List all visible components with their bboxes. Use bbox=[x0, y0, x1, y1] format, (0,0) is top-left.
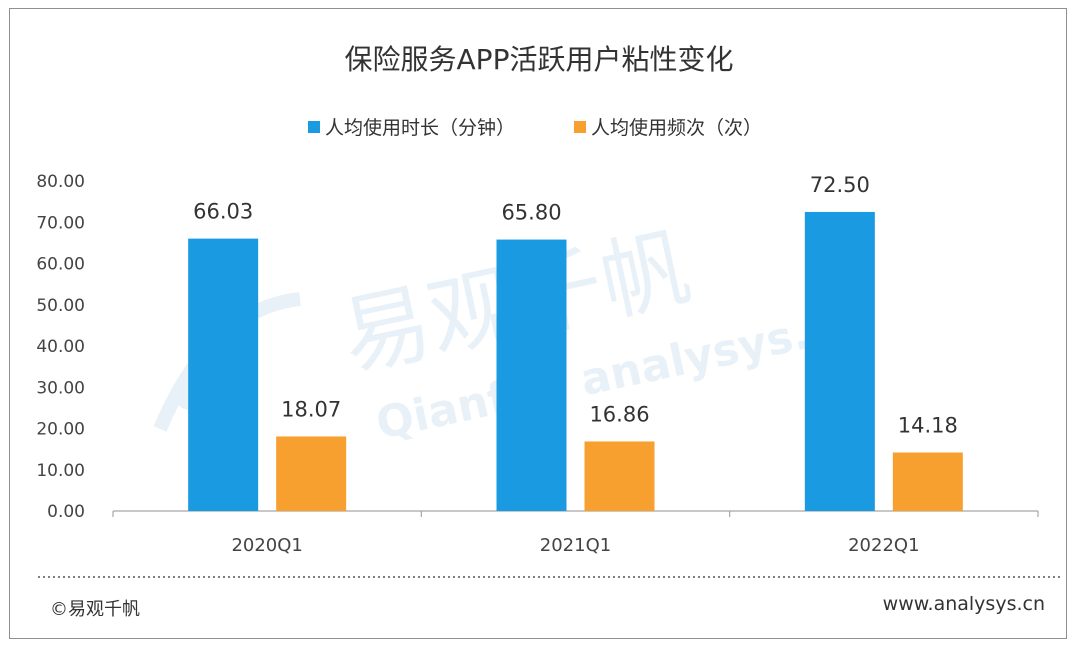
data-label: 18.07 bbox=[281, 397, 341, 421]
data-label: 16.86 bbox=[589, 402, 649, 426]
x-tick-label: 2021Q1 bbox=[540, 535, 611, 556]
chart-title: 保险服务APP活跃用户粘性变化 bbox=[345, 43, 734, 76]
footer-copyright: ©易观千帆 bbox=[50, 599, 140, 620]
y-tick-label: 20.00 bbox=[36, 420, 85, 440]
y-tick-label: 10.00 bbox=[36, 461, 85, 481]
x-tick-label: 2020Q1 bbox=[231, 535, 302, 556]
bar-1-2020Q1 bbox=[188, 238, 259, 511]
data-label: 14.18 bbox=[898, 414, 958, 438]
x-axis: 2020Q1 2021Q1 2022Q1 bbox=[112, 510, 1039, 556]
bar-2-2021Q1 bbox=[584, 441, 655, 511]
data-label: 72.50 bbox=[810, 173, 870, 197]
y-tick-label: 60.00 bbox=[36, 255, 85, 275]
y-tick-label: 40.00 bbox=[36, 337, 85, 357]
data-label: 65.80 bbox=[501, 201, 561, 225]
legend-label-1: 人均使用时长（分钟） bbox=[325, 117, 515, 139]
bar-1-2021Q1 bbox=[496, 239, 567, 511]
chart-svg: 易观千帆 Qianfan analysys.cn 保险服务APP活跃用户粘性变化… bbox=[36, 43, 1060, 620]
y-tick-label: 50.00 bbox=[36, 296, 85, 316]
bar-1-2022Q1 bbox=[804, 211, 875, 511]
legend-label-2: 人均使用频次（次） bbox=[591, 117, 762, 139]
footer-website: www.analysys.cn bbox=[883, 593, 1045, 615]
y-tick-label: 80.00 bbox=[36, 172, 85, 192]
y-tick-label: 30.00 bbox=[36, 378, 85, 398]
chart-card: 易观千帆 Qianfan analysys.cn 保险服务APP活跃用户粘性变化… bbox=[9, 8, 1067, 639]
x-tick-label: 2022Q1 bbox=[848, 535, 919, 556]
legend-swatch-2 bbox=[574, 121, 586, 133]
bar-2-2020Q1 bbox=[276, 436, 347, 511]
legend: 人均使用时长（分钟） 人均使用频次（次） bbox=[308, 117, 762, 139]
bar-2-2022Q1 bbox=[892, 452, 963, 511]
legend-swatch-1 bbox=[308, 121, 320, 133]
data-label: 66.03 bbox=[193, 200, 253, 224]
y-tick-label: 70.00 bbox=[36, 213, 85, 233]
y-tick-label: 0.00 bbox=[47, 502, 85, 522]
bars bbox=[188, 211, 963, 511]
data-labels: 66.03 18.07 65.80 16.86 72.50 14.18 bbox=[193, 173, 958, 438]
y-axis: 0.00 10.00 20.00 30.00 40.00 50.00 60.00 70.00 8… bbox=[36, 172, 85, 522]
